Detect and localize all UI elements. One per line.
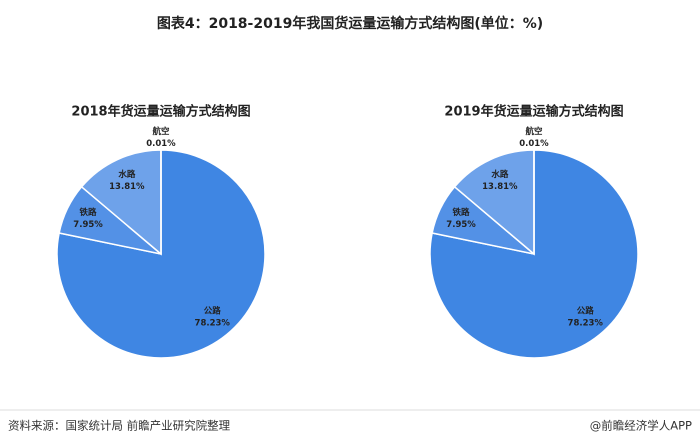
slice-label: 铁路 bbox=[453, 207, 471, 218]
credit: @前瞻经济学人APP bbox=[590, 419, 692, 433]
slice-value: 13.81% bbox=[482, 182, 518, 192]
slice-label: 水路 bbox=[490, 169, 509, 180]
source: 资料来源：国家统计局 前瞻产业研究院整理 bbox=[8, 419, 231, 433]
slice-value: 78.23% bbox=[195, 318, 231, 328]
slice-label: 水路 bbox=[117, 169, 136, 180]
chart-title: 2019年货运量运输方式结构图 bbox=[444, 104, 623, 120]
slice-value: 0.01% bbox=[519, 139, 549, 149]
slice-label: 航空 bbox=[152, 126, 170, 137]
slice-label: 航空 bbox=[525, 126, 543, 137]
slice-value: 13.81% bbox=[109, 182, 145, 192]
pie-slice bbox=[80, 149, 162, 256]
chart-title: 2018年货运量运输方式结构图 bbox=[71, 104, 250, 120]
slice-label: 铁路 bbox=[80, 207, 98, 218]
slice-value: 7.95% bbox=[73, 220, 103, 230]
slice-value: 7.95% bbox=[446, 220, 476, 230]
slice-label: 公路 bbox=[204, 305, 222, 316]
page-title: 图表4：2018-2019年我国货运量运输方式结构图(单位：%) bbox=[157, 15, 543, 32]
slice-label: 公路 bbox=[577, 305, 595, 316]
slice-value: 78.23% bbox=[568, 318, 604, 328]
pie-slice bbox=[453, 149, 535, 256]
slice-value: 0.01% bbox=[146, 139, 176, 149]
